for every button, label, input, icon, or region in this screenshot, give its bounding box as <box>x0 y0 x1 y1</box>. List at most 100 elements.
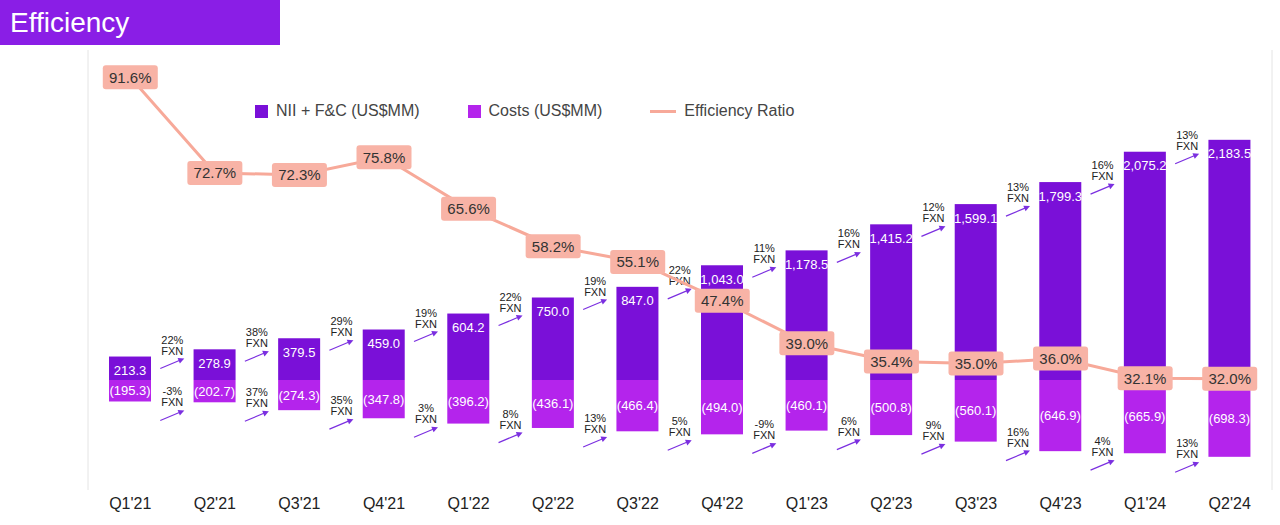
svg-text:29%: 29% <box>330 315 353 328</box>
svg-text:FXN: FXN <box>330 326 352 338</box>
svg-text:(460.1): (460.1) <box>786 398 827 413</box>
svg-text:FXN: FXN <box>161 396 183 408</box>
svg-text:FXN: FXN <box>838 238 860 250</box>
html-text:NII + F&C (US$MM): NII + F&C (US$MM) <box>276 102 420 119</box>
svg-text:750.0: 750.0 <box>537 304 570 319</box>
svg-text:1,178.5: 1,178.5 <box>785 257 828 272</box>
svg-text:FXN: FXN <box>246 337 268 349</box>
svg-text:32.0%: 32.0% <box>1208 370 1251 387</box>
svg-text:FXN: FXN <box>1092 170 1114 182</box>
svg-text:(466.4): (466.4) <box>617 398 658 413</box>
svg-text:(646.9): (646.9) <box>1040 408 1081 423</box>
svg-text:(347.8): (347.8) <box>363 392 404 407</box>
svg-text:FXN: FXN <box>330 405 352 417</box>
svg-text:FXN: FXN <box>584 423 606 435</box>
svg-text:(560.1): (560.1) <box>955 403 996 418</box>
svg-text:19%: 19% <box>415 306 437 319</box>
svg-text:278.9: 278.9 <box>198 356 231 371</box>
svg-text:213.3: 213.3 <box>114 363 147 378</box>
svg-text:379.5: 379.5 <box>283 345 316 360</box>
svg-text:11%: 11% <box>753 242 775 255</box>
svg-text:58.2%: 58.2% <box>532 238 575 255</box>
svg-text:FXN: FXN <box>1176 448 1198 460</box>
svg-text:FXN: FXN <box>500 302 522 314</box>
svg-text:(274.3): (274.3) <box>279 388 320 403</box>
svg-text:12%: 12% <box>922 201 945 214</box>
svg-text:1,799.3: 1,799.3 <box>1039 189 1082 204</box>
svg-text:75.8%: 75.8% <box>363 149 406 166</box>
svg-text:65.6%: 65.6% <box>447 200 490 217</box>
svg-text:55.1%: 55.1% <box>616 253 659 270</box>
svg-text:FXN: FXN <box>1007 437 1029 449</box>
svg-text:FXN: FXN <box>415 413 437 425</box>
svg-text:FXN: FXN <box>753 429 775 441</box>
svg-text:35.4%: 35.4% <box>870 353 913 370</box>
svg-text:16%: 16% <box>837 227 860 240</box>
svg-text:FXN: FXN <box>500 419 522 431</box>
svg-text:(202.7): (202.7) <box>194 384 235 399</box>
svg-text:(494.0): (494.0) <box>701 400 742 415</box>
svg-text:13%: 13% <box>1176 128 1199 141</box>
svg-text:(195.3): (195.3) <box>109 383 150 398</box>
svg-text:Q3'22: Q3'22 <box>617 495 659 512</box>
svg-text:-3%: -3% <box>162 385 183 398</box>
svg-text:22%: 22% <box>668 263 691 276</box>
svg-text:72.7%: 72.7% <box>194 164 237 181</box>
svg-text:2,075.2: 2,075.2 <box>1123 158 1166 173</box>
svg-text:FXN: FXN <box>922 212 944 224</box>
svg-text:Q2'21: Q2'21 <box>194 495 236 512</box>
svg-text:Q2'22: Q2'22 <box>532 495 574 512</box>
svg-text:22%: 22% <box>499 290 522 303</box>
svg-text:Q1'21: Q1'21 <box>109 495 151 512</box>
html-text:Costs (US$MM): Costs (US$MM) <box>488 102 603 119</box>
svg-text:19%: 19% <box>584 274 607 287</box>
svg-text:1,415.2: 1,415.2 <box>869 231 912 246</box>
svg-text:Q4'21: Q4'21 <box>363 495 405 512</box>
svg-text:FXN: FXN <box>161 345 183 357</box>
svg-text:36.0%: 36.0% <box>1039 350 1082 367</box>
svg-text:Q3'23: Q3'23 <box>955 495 997 512</box>
svg-text:FXN: FXN <box>838 426 860 438</box>
svg-text:(500.8): (500.8) <box>871 400 912 415</box>
svg-text:Q1'24: Q1'24 <box>1124 495 1166 512</box>
svg-text:(698.3): (698.3) <box>1209 411 1250 426</box>
svg-text:38%: 38% <box>245 326 268 339</box>
svg-text:FXN: FXN <box>1007 192 1029 204</box>
html-text:Efficiency: Efficiency <box>10 7 130 38</box>
svg-text:FXN: FXN <box>668 274 691 287</box>
svg-text:Q1'22: Q1'22 <box>447 495 489 512</box>
svg-text:FXN: FXN <box>922 430 944 442</box>
svg-text:FXN: FXN <box>1092 446 1114 458</box>
svg-text:459.0: 459.0 <box>367 336 400 351</box>
svg-text:Q2'23: Q2'23 <box>870 495 912 512</box>
svg-text:FXN: FXN <box>246 397 268 409</box>
svg-text:1,043.0: 1,043.0 <box>700 272 743 287</box>
svg-text:91.6%: 91.6% <box>109 69 152 86</box>
html-text:Efficiency Ratio: Efficiency Ratio <box>684 102 795 119</box>
svg-text:72.3%: 72.3% <box>278 166 321 183</box>
svg-text:16%: 16% <box>1091 159 1114 172</box>
svg-text:Q3'21: Q3'21 <box>278 495 320 512</box>
svg-text:847.0: 847.0 <box>621 293 654 308</box>
svg-text:Q2'24: Q2'24 <box>1209 495 1251 512</box>
svg-text:FXN: FXN <box>753 253 775 265</box>
svg-text:22%: 22% <box>161 333 184 346</box>
svg-text:FXN: FXN <box>1176 140 1198 152</box>
svg-text:1,599.1: 1,599.1 <box>954 211 997 226</box>
svg-text:FXN: FXN <box>584 286 606 298</box>
svg-text:FXN: FXN <box>415 318 437 330</box>
svg-text:(396.2): (396.2) <box>448 394 489 409</box>
svg-text:2,183.5: 2,183.5 <box>1208 146 1251 161</box>
svg-text:13%: 13% <box>1007 181 1029 194</box>
svg-text:Q1'23: Q1'23 <box>786 495 828 512</box>
svg-text:32.1%: 32.1% <box>1124 370 1167 387</box>
svg-text:FXN: FXN <box>669 426 691 438</box>
svg-text:(665.9): (665.9) <box>1124 409 1165 424</box>
svg-text:47.4%: 47.4% <box>701 292 744 309</box>
svg-text:35.0%: 35.0% <box>955 355 998 372</box>
svg-text:604.2: 604.2 <box>452 320 485 335</box>
svg-text:Q4'22: Q4'22 <box>701 495 743 512</box>
svg-text:39.0%: 39.0% <box>786 335 829 352</box>
svg-text:Q4'23: Q4'23 <box>1039 495 1081 512</box>
svg-text:(436.1): (436.1) <box>532 396 573 411</box>
